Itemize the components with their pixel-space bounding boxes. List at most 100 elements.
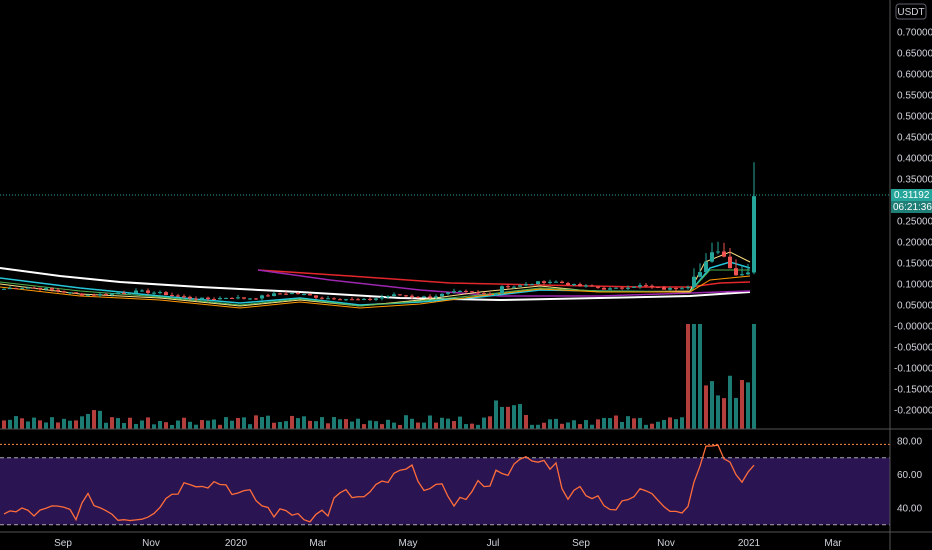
candle-body <box>530 284 534 286</box>
candle-body <box>476 292 480 294</box>
candle-body <box>524 284 528 286</box>
volume-bar <box>140 420 144 429</box>
candle-body <box>56 289 60 292</box>
time-axis-label: 2021 <box>738 538 761 549</box>
volume-bar <box>38 420 42 429</box>
candle-body <box>740 274 744 276</box>
candle-body <box>224 297 228 299</box>
candle-body <box>368 298 372 300</box>
candle-body <box>296 293 300 295</box>
volume-bar <box>554 418 558 429</box>
volume-bar <box>638 417 642 429</box>
candle-body <box>386 296 390 298</box>
volume-bar <box>374 421 378 429</box>
volume-tick-label: -0.15000 <box>894 385 932 396</box>
volume-bar <box>188 421 192 429</box>
candle-body <box>572 284 576 286</box>
candle-body <box>302 294 306 296</box>
volume-bar <box>446 418 450 429</box>
volume-tick-label: -0.05000 <box>894 343 932 354</box>
candle-body <box>494 293 498 296</box>
candle-body <box>536 281 540 285</box>
volume-bar <box>386 419 390 429</box>
candle-body <box>38 287 42 290</box>
candle-body <box>722 251 726 257</box>
price-tick-label: 0.45000 <box>897 133 932 144</box>
volume-bar <box>494 400 498 429</box>
volume-bar <box>530 424 534 429</box>
candle-body <box>338 299 342 301</box>
volume-bar <box>368 420 372 429</box>
candle-body <box>470 291 474 293</box>
candle-body <box>332 298 336 300</box>
volume-bar <box>326 423 330 429</box>
candle-body <box>554 281 558 283</box>
price-tick-label: 0.50000 <box>897 112 932 123</box>
ma-yellow-line <box>0 251 751 307</box>
volume-bar <box>650 423 654 429</box>
price-tick-label: 0.35000 <box>897 175 932 186</box>
volume-bar <box>314 421 318 429</box>
volume-bar <box>248 424 252 429</box>
volume-bar <box>746 382 750 429</box>
price-tick-label: 0.20000 <box>897 238 932 249</box>
volume-bar <box>524 415 528 429</box>
time-axis-label: Nov <box>657 538 675 549</box>
candle-body <box>194 298 198 300</box>
volume-bar <box>428 415 432 429</box>
candle-body <box>578 284 582 287</box>
candle-body <box>380 297 384 299</box>
candle-body <box>254 298 258 300</box>
candle-body <box>752 196 756 273</box>
candle-body <box>20 288 24 290</box>
candle-body <box>80 293 84 296</box>
volume-bar <box>8 419 12 429</box>
time-axis-label: Mar <box>309 538 327 549</box>
candle-body <box>26 287 30 289</box>
candle-body <box>356 299 360 301</box>
volume-bar <box>116 418 120 429</box>
volume-bar <box>614 415 618 429</box>
volume-bar <box>110 417 114 429</box>
candle-body <box>344 299 348 301</box>
candle-body <box>182 296 186 298</box>
volume-bar <box>536 424 540 429</box>
volume-bar <box>200 420 204 429</box>
volume-bar <box>92 410 96 429</box>
candle-body <box>272 293 276 297</box>
candle-body <box>308 294 312 296</box>
ma-white-line <box>0 267 751 302</box>
candle-body <box>734 268 738 276</box>
volume-bar <box>158 421 162 429</box>
candle-body <box>650 285 654 287</box>
candle-body <box>260 295 264 299</box>
candle-body <box>122 292 126 294</box>
candle-body <box>398 294 402 296</box>
volume-bar <box>272 422 276 429</box>
candle-body <box>98 294 102 296</box>
candle-body <box>416 296 420 298</box>
price-tick-label: 0.60000 <box>897 70 932 81</box>
candle-body <box>620 287 624 289</box>
candle-body <box>290 293 294 295</box>
volume-bar <box>518 404 522 429</box>
volume-bar <box>410 418 414 429</box>
volume-bar <box>392 422 396 429</box>
candle-body <box>188 296 192 299</box>
volume-bar <box>242 417 246 429</box>
volume-bar <box>710 381 714 429</box>
candle-body <box>464 290 468 292</box>
volume-bar <box>182 417 186 429</box>
candle-body <box>614 287 618 289</box>
price-tick-label: 0.65000 <box>897 49 932 60</box>
volume-bar <box>164 422 168 429</box>
volume-bar <box>56 422 60 429</box>
candle-body <box>662 287 666 290</box>
volume-bar <box>698 324 702 429</box>
volume-bar <box>128 417 132 429</box>
candle-body <box>164 292 168 296</box>
candle-body <box>692 276 696 288</box>
currency-label-box[interactable] <box>895 3 927 20</box>
candle-body <box>218 297 222 300</box>
